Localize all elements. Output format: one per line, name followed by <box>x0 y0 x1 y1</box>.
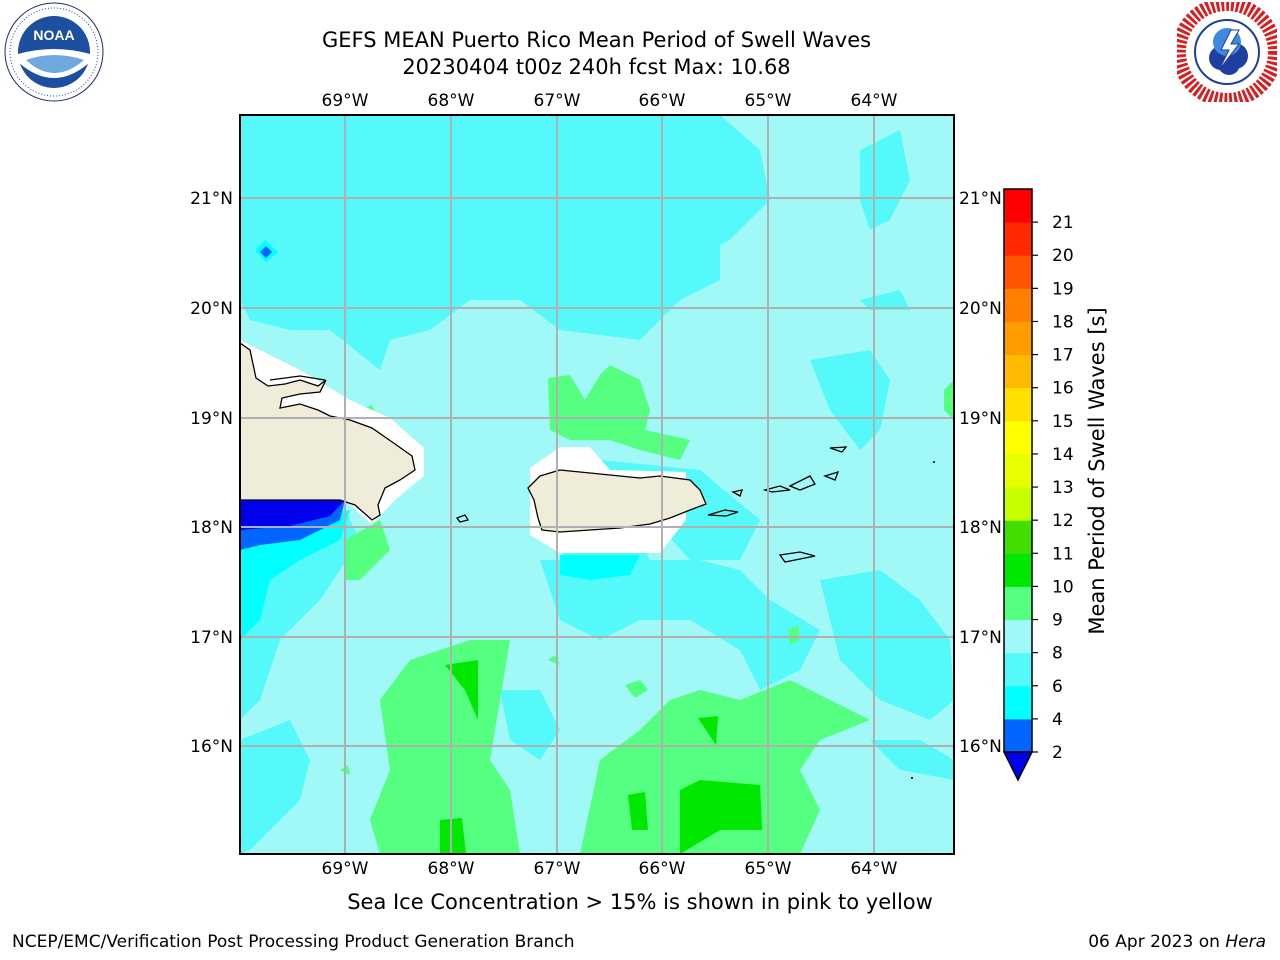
colorbar-tick-label: 19 <box>1052 279 1074 299</box>
map-area <box>240 115 954 854</box>
swell-band-9-10 <box>340 365 954 854</box>
sea-ice-caption: Sea Ice Concentration > 15% is shown in … <box>347 890 933 914</box>
lon-ticks-bottom: 69°W 68°W 67°W 66°W 65°W 64°W <box>322 859 898 879</box>
svg-text:NOAA: NOAA <box>33 27 74 43</box>
colorbar-tick-label: 21 <box>1052 213 1074 233</box>
lon-tick: 69°W <box>322 859 369 879</box>
noaa-logo: NOAA <box>4 2 104 102</box>
colorbar-segment <box>1004 718 1032 753</box>
colorbar-tick-label: 13 <box>1052 478 1074 498</box>
lat-tick: 18°N <box>190 518 233 538</box>
lat-tick: 20°N <box>959 299 1002 319</box>
colorbar-segment <box>1004 453 1032 488</box>
colorbar-segment <box>1004 420 1032 455</box>
lat-tick: 19°N <box>959 409 1002 429</box>
colorbar-tick-label: 2 <box>1052 743 1063 763</box>
colorbar-segment <box>1004 520 1032 554</box>
lat-ticks-right: 21°N 20°N 19°N 18°N 17°N 16°N <box>959 189 1002 757</box>
colorbar-tick-label: 10 <box>1052 577 1074 597</box>
lon-tick: 65°W <box>745 859 792 879</box>
colorbar-segment <box>1004 586 1032 621</box>
footer-branch: NCEP/EMC/Verification Post Processing Pr… <box>12 932 575 952</box>
lat-tick: 18°N <box>959 518 1002 538</box>
colorbar-tick-label: 12 <box>1052 511 1074 531</box>
colorbar-segment <box>1004 222 1032 256</box>
lat-tick: 16°N <box>959 737 1002 757</box>
colorbar-tick-label: 17 <box>1052 346 1074 366</box>
lon-tick: 67°W <box>534 859 581 879</box>
colorbar-tick-label: 6 <box>1052 677 1063 697</box>
lon-tick: 64°W <box>851 91 898 111</box>
colorbar-tick-label: 18 <box>1052 312 1074 332</box>
lon-tick: 65°W <box>745 91 792 111</box>
lat-tick: 21°N <box>190 189 233 209</box>
colorbar-tick-label: 16 <box>1052 379 1074 399</box>
colorbar-segment <box>1004 652 1032 687</box>
colorbar-segment <box>1004 255 1032 289</box>
lon-tick: 67°W <box>534 91 581 111</box>
colorbar-tick-label: 14 <box>1052 445 1074 465</box>
footer-date-text: 06 Apr 2023 on <box>1088 932 1226 952</box>
chart-subtitle: 20230404 t00z 240h fcst Max: 10.68 <box>402 55 791 79</box>
lat-tick: 19°N <box>190 409 233 429</box>
lat-tick: 17°N <box>959 628 1002 648</box>
swell-band-10-11 <box>440 660 762 854</box>
colorbar-segment <box>1004 619 1032 654</box>
lon-tick: 66°W <box>639 859 686 879</box>
lon-tick: 68°W <box>428 91 475 111</box>
colorbar-tick-label: 20 <box>1052 246 1074 266</box>
map-frame <box>239 114 955 855</box>
colorbar-segment <box>1004 553 1032 587</box>
lon-tick: 64°W <box>851 859 898 879</box>
chart-title: GEFS MEAN Puerto Rico Mean Period of Swe… <box>321 28 872 52</box>
colorbar-tick-label: 8 <box>1052 644 1063 664</box>
footer-date: 06 Apr 2023 on Hera <box>1088 932 1266 952</box>
hispaniola-island <box>240 342 416 521</box>
lat-tick: 17°N <box>190 628 233 648</box>
colorbar-segment <box>1004 685 1032 720</box>
gridlines <box>240 115 954 854</box>
colorbar-label: Mean Period of Swell Waves [s] <box>1085 307 1109 635</box>
lon-tick: 66°W <box>639 91 686 111</box>
colorbar-segment <box>1004 387 1032 422</box>
colorbar-segment <box>1004 288 1032 322</box>
colorbar-tick-label: 9 <box>1052 611 1063 631</box>
colorbar-under-arrow <box>1002 751 1034 782</box>
colorbar-segment <box>1004 321 1032 356</box>
lat-tick: 16°N <box>190 737 233 757</box>
colorbar-tick-label: 15 <box>1052 412 1074 432</box>
lon-ticks-top: 69°W 68°W 67°W 66°W 65°W 64°W <box>322 91 898 111</box>
footer-host: Hera <box>1225 932 1266 952</box>
lat-tick: 21°N <box>959 189 1002 209</box>
colorbar: 2 4 6 8 9 10 11 12 13 14 15 16 17 18 19 20 21 <box>1002 188 1074 782</box>
nws-logo <box>1177 2 1277 102</box>
lon-tick: 69°W <box>322 91 369 111</box>
lat-ticks-left: 21°N 20°N 19°N 18°N 17°N 16°N <box>190 189 233 757</box>
colorbar-segment <box>1004 189 1032 223</box>
small-islands <box>269 375 848 563</box>
lon-tick: 68°W <box>428 859 475 879</box>
colorbar-segment <box>1004 354 1032 389</box>
colorbar-tick-label: 11 <box>1052 544 1074 564</box>
swell-band-under-2 <box>240 500 345 530</box>
colorbar-segment <box>1004 487 1032 521</box>
colorbar-outline <box>1003 188 1033 753</box>
colorbar-tick-label: 4 <box>1052 710 1063 730</box>
lat-tick: 20°N <box>190 299 233 319</box>
